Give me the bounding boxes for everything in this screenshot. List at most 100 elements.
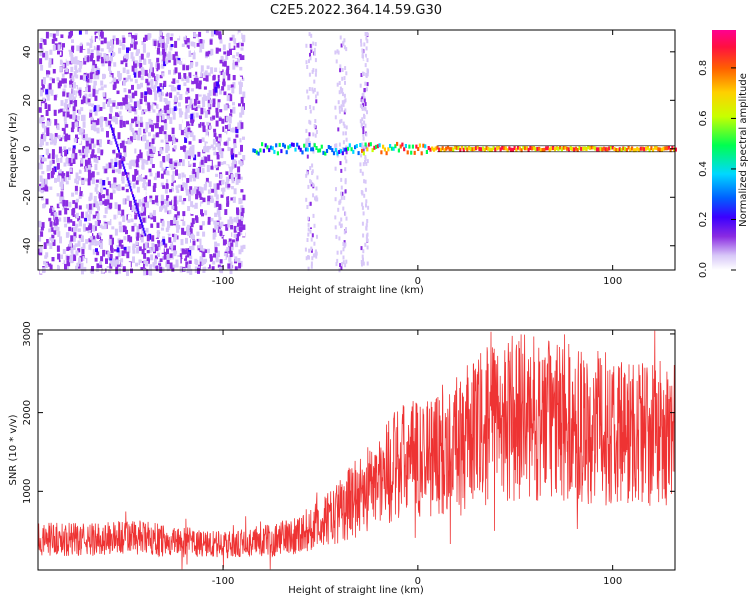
heatmap-cell <box>659 147 662 152</box>
heatmap-cell <box>173 189 177 195</box>
heatmap-cell <box>341 151 344 156</box>
heatmap-cell <box>362 233 365 238</box>
heatmap-cell <box>237 123 241 129</box>
heatmap-cell <box>139 121 143 127</box>
heatmap-cell <box>240 96 244 104</box>
heatmap-cell <box>515 147 518 152</box>
heatmap-cell <box>343 147 346 152</box>
heatmap-cell <box>140 233 144 241</box>
heatmap-cell <box>85 186 89 192</box>
heatmap-cell <box>54 225 58 231</box>
heatmap-cell <box>61 73 65 78</box>
colorbar-tick-label: 0.8 <box>698 60 709 76</box>
heatmap-cell <box>305 128 308 133</box>
x-tick-label: -100 <box>212 276 235 287</box>
heatmap-cell <box>342 41 345 46</box>
heatmap-cell <box>140 53 144 60</box>
heatmap-cell <box>172 78 176 84</box>
heatmap-cell <box>154 255 158 260</box>
heatmap-cell <box>310 180 313 185</box>
heatmap-cell <box>467 146 471 150</box>
heatmap-cell <box>158 91 162 98</box>
heatmap-cell <box>205 135 209 142</box>
heatmap-cell <box>60 100 64 106</box>
heatmap-cell <box>95 179 99 183</box>
heatmap-cell <box>108 204 112 209</box>
heatmap-cell <box>196 231 200 236</box>
heatmap-cell <box>227 219 231 223</box>
heatmap-cell <box>47 173 51 180</box>
heatmap-cell <box>43 260 46 265</box>
heatmap-cell <box>200 209 203 215</box>
heatmap-cell <box>81 180 85 185</box>
heatmap-cell <box>100 48 104 52</box>
heatmap-cell <box>157 247 161 251</box>
heatmap-cell <box>91 138 95 144</box>
heatmap-cell <box>60 178 64 185</box>
heatmap-cell <box>70 247 74 254</box>
heatmap-cell <box>195 77 199 85</box>
heatmap-cell <box>74 100 78 107</box>
heatmap-cell <box>145 227 149 233</box>
heatmap-cell <box>139 216 141 220</box>
heatmap-cell <box>195 260 199 266</box>
heatmap-cell <box>190 41 194 47</box>
heatmap-cell <box>47 70 51 75</box>
heatmap-cell <box>193 32 197 38</box>
heatmap-cell <box>210 165 214 170</box>
heatmap-cell <box>366 39 369 44</box>
heatmap-cell <box>77 216 81 222</box>
heatmap-cell <box>363 193 366 198</box>
heatmap-cell <box>136 120 140 124</box>
heatmap-cell <box>106 262 110 267</box>
heatmap-cell <box>141 68 145 76</box>
heatmap-cell <box>186 178 190 183</box>
heatmap-cell <box>174 234 178 240</box>
heatmap-cell <box>38 107 42 113</box>
heatmap-cell <box>173 245 176 251</box>
heatmap-cell <box>68 68 72 73</box>
heatmap-cell <box>198 89 202 95</box>
heatmap-cell <box>345 150 348 155</box>
heatmap-cell <box>87 214 91 222</box>
heatmap-cell <box>365 132 368 137</box>
heatmap-cell <box>113 135 116 139</box>
heatmap-cell <box>310 261 313 266</box>
heatmap-cell <box>344 178 347 183</box>
heatmap-cell <box>109 234 113 239</box>
heatmap-cell <box>90 31 93 36</box>
heatmap-cell <box>99 90 102 96</box>
heatmap-cell <box>187 155 191 161</box>
heatmap-cell <box>52 210 56 214</box>
heatmap-cell <box>207 248 210 254</box>
heatmap-cell <box>136 100 140 107</box>
heatmap-cell <box>102 102 106 110</box>
heatmap-cell <box>445 146 448 151</box>
heatmap-cell <box>126 177 129 181</box>
heatmap-cell <box>189 246 193 251</box>
heatmap-cell <box>93 195 97 201</box>
heatmap-cell <box>204 258 208 265</box>
heatmap-cell <box>173 145 177 150</box>
heatmap-cell <box>60 191 64 197</box>
heatmap-cell <box>200 173 204 179</box>
heatmap-cell <box>339 149 343 154</box>
heatmap-cell <box>45 141 49 146</box>
heatmap-cell <box>611 145 614 150</box>
heatmap-cell <box>208 181 212 188</box>
heatmap-cell <box>476 145 479 150</box>
heatmap-cell <box>238 87 242 95</box>
heatmap-cell <box>364 160 366 164</box>
heatmap-cell <box>340 250 343 255</box>
heatmap-cell <box>218 203 222 210</box>
heatmap-cell <box>122 100 126 106</box>
heatmap-cell <box>230 197 234 203</box>
heatmap-cell <box>169 189 173 193</box>
heatmap-cell <box>108 162 112 169</box>
heatmap-cell <box>205 129 209 136</box>
heatmap-cell <box>95 89 99 95</box>
heatmap-cell <box>100 80 104 86</box>
heatmap-cell <box>96 263 100 269</box>
heatmap-cell <box>86 57 90 62</box>
heatmap-cell <box>120 239 124 243</box>
